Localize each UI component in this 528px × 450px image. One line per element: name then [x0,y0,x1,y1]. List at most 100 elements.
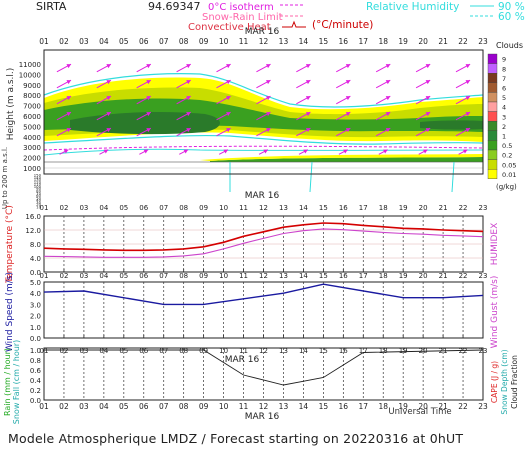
hour-label: 01 [40,204,49,212]
wind-arrow [455,95,471,105]
hour-label: 12 [259,402,269,411]
station-coords: 94.69347 [148,0,201,13]
wind-arrow [296,63,311,73]
ytick-label: 0.0 [30,335,41,343]
cloud-legend-swatch [487,140,498,151]
wind-arrow [296,95,311,105]
hour-label: 20 [419,204,428,212]
hour-label: 10 [219,402,229,411]
hour-label: 01 [40,347,49,355]
cloud-legend-swatch [487,111,498,122]
wind-arrow [56,95,72,105]
wind-arrow [336,63,351,73]
cloud-legend-label: 6 [502,84,506,92]
cloud-y-ticks: 11000 10000 9000 8000 7000 6000 5000 4000 3000 20… [19,61,42,210]
hour-label: 09 [199,402,209,411]
cloud-ytick-low: 130 [34,177,42,182]
ytick-label: 5.0 [30,279,41,287]
station-name: SIRTA [36,0,67,13]
wind-arrow [176,111,191,121]
hour-label: 06 [139,37,149,46]
wind-arrow [256,127,271,137]
ytick-label: 4.0 [30,255,41,263]
hour-label: 05 [119,37,129,46]
temperature-line [43,222,484,252]
wind-arrow [338,149,348,155]
wind-arrow [458,149,468,155]
hour-label: 22 [458,402,468,411]
wind-arrow [136,95,152,105]
wind-arrow [336,111,351,121]
cloud-ytick: 1000 [23,165,41,173]
cloud-ytick: 7000 [23,103,41,111]
wind-arrow [415,63,431,73]
ytick-label: 1.0 [30,324,41,332]
hour-label: 12 [259,272,268,280]
wind-arrow [96,127,112,137]
wind-arrow [256,63,271,73]
hour-label: 15 [319,204,328,212]
wind-arrow [216,127,231,137]
precip-ylabel3: Snow Depth (cm) [500,349,509,414]
wind-arrow [375,127,391,137]
wind-arrow [375,95,391,105]
legend-snow-label: Snow-Rain Limit [202,12,283,23]
wind-arrow [96,63,112,73]
wind-arrow [99,149,109,155]
wind-arrow [136,63,152,73]
hour-label: 22 [459,272,468,280]
wind-arrow [216,79,231,89]
hour-label: 16 [339,402,349,411]
hour-label: 10 [219,347,228,355]
hour-label: 23 [479,204,488,212]
wind-ylabel: Wind Speed (m/s) [5,272,15,352]
rh-low-vertical-3 [451,161,455,193]
wind-arrow [96,79,112,89]
wind-arrow [216,111,231,121]
wind-arrow [59,149,69,155]
cloud-ytick: 10000 [19,71,41,79]
hour-label: 21 [439,204,448,212]
ytick-label: 16.0 [25,213,41,221]
cloud-ytick: 6000 [23,113,41,121]
hour-label: 09 [199,37,209,46]
hour-label: 17 [358,402,368,411]
ytick-label: 0.0 [30,269,41,277]
wind-arrow [375,111,391,121]
cloud-ytick: 11000 [19,61,41,69]
wind-arrow [176,79,191,89]
hour-label: 06 [139,402,149,411]
ytick-label: 1.0 [30,347,41,355]
cloud-ytick-low: 140 [34,175,42,180]
hour-label: 04 [99,204,108,212]
wind-arrow [296,79,311,89]
hour-label: 12 [259,37,269,46]
precip-ylabel4: Cloud Fraction [510,355,519,409]
wind-arrow [375,63,391,73]
hour-label: 19 [398,402,408,411]
hour-label: 14 [299,272,308,280]
cloud-legend-label: 4 [502,104,506,112]
wind-arrow [56,63,72,73]
hour-label: 22 [458,37,468,46]
ytick-label: 0.2 [30,387,41,395]
wind-arrow [256,95,271,105]
hour-label: 03 [79,402,89,411]
hour-label: 13 [279,37,289,46]
wind-arrow [96,111,112,121]
hour-label: 01 [39,37,49,46]
hour-label: 11 [239,272,248,280]
ytick-label: 8.0 [30,241,41,249]
wind-arrow [256,79,271,89]
hour-label: 11 [239,347,248,355]
legend-isotherm-label: 0°C isotherm [208,2,274,13]
wind-arrow [179,149,189,155]
hour-label: 13 [279,272,288,280]
hour-label: 01 [39,402,49,411]
hour-label: 16 [339,272,348,280]
wind-arrow [256,111,271,121]
hour-label: 23 [478,402,488,411]
hour-label: 23 [479,347,488,355]
cloud-legend-label: 0.05 [502,161,516,169]
hour-label: 12 [259,204,268,212]
